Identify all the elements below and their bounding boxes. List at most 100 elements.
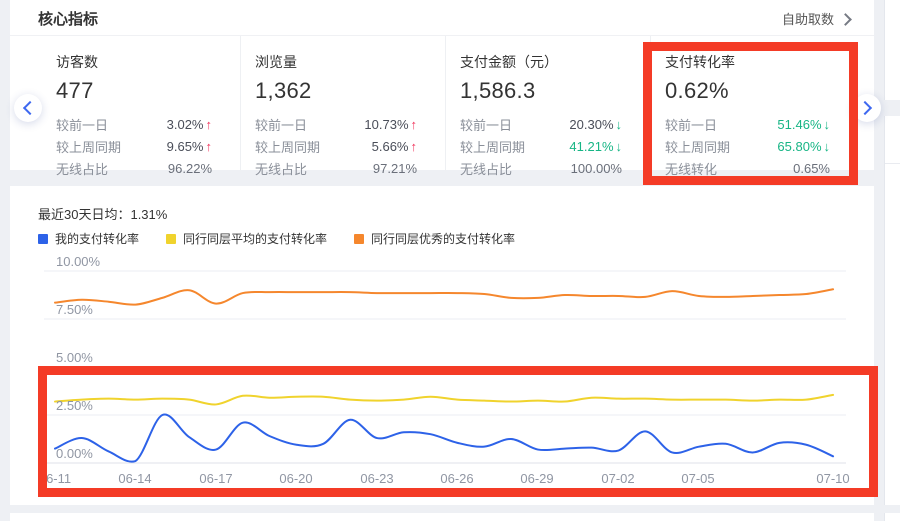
chart-legend: 我的支付转化率 同行同层平均的支付转化率 同行同层优秀的支付转化率: [38, 230, 515, 247]
next-section-sliver: [10, 513, 874, 521]
x-axis-tick: 06-23: [360, 471, 394, 486]
card-row: 无线占比 100.00%: [460, 157, 622, 179]
row-label: 较上周同期: [460, 139, 526, 155]
card-row: 较前一日 51.46% ↓: [665, 113, 830, 135]
line-chart: [44, 270, 846, 464]
trend-up-icon: ↑: [410, 138, 418, 154]
right-gap: [884, 100, 900, 116]
row-label: 较上周同期: [665, 139, 731, 155]
y-axis-tick: 2.50%: [56, 398, 93, 413]
trend-up-icon: ↑: [410, 116, 418, 132]
x-axis-tick: 06-29: [520, 471, 554, 486]
row-value: 65.80%: [777, 138, 822, 154]
trend-down-icon: ↓: [823, 116, 831, 132]
row-value: 3.02%: [166, 116, 204, 132]
metric-card-payment-conversion[interactable]: 支付转化率 0.62% 较前一日 51.46% ↓ 较上周同期 65.80% ↓ 无…: [650, 36, 858, 177]
row-label: 较前一日: [665, 117, 718, 133]
card-title: 访客数: [56, 54, 98, 70]
card-value: 1,362: [255, 78, 312, 103]
chevron-right-icon: [839, 12, 852, 26]
card-title: 浏览量: [255, 54, 297, 70]
row-label: 无线转化: [665, 161, 718, 177]
conversion-trend-panel: 最近30天日均：1.31% 我的支付转化率 同行同层平均的支付转化率 同行同层优…: [10, 186, 874, 505]
row-label: 无线占比: [56, 161, 109, 177]
legend-item-mine[interactable]: 我的支付转化率: [38, 230, 139, 247]
row-value: 41.21%: [569, 138, 614, 154]
carousel-prev-button[interactable]: [14, 94, 42, 122]
card-row: 较上周同期 9.65% ↑: [56, 135, 212, 157]
card-row: 较上周同期 65.80% ↓: [665, 135, 830, 157]
y-axis-tick: 0.00%: [56, 446, 93, 461]
row-value: 10.73%: [364, 116, 409, 132]
card-row: 较上周同期 41.21% ↓: [460, 135, 622, 157]
trend-up-icon: ↑: [205, 116, 213, 132]
row-value: 51.46%: [777, 116, 822, 132]
y-axis-tick: 5.00%: [56, 350, 93, 365]
trend-down-icon: ↓: [615, 138, 623, 154]
legend-swatch-yellow-icon: [166, 233, 177, 244]
row-label: 无线占比: [255, 161, 308, 177]
self-service-data-link[interactable]: 自助取数: [781, 9, 852, 28]
right-divider: [885, 163, 900, 164]
row-label: 较前一日: [460, 117, 513, 133]
trend-down-icon: ↓: [615, 116, 623, 132]
row-value: 9.65%: [166, 138, 204, 154]
row-label: 较前一日: [56, 117, 109, 133]
card-row: 无线占比 96.22%: [56, 157, 212, 179]
chart-average-label: 最近30天日均：1.31%: [38, 207, 168, 222]
y-axis-tick: 7.50%: [56, 302, 93, 317]
carousel-next-button[interactable]: [853, 94, 881, 122]
x-axis-tick: 07-02: [601, 471, 635, 486]
metric-card-pageviews[interactable]: 浏览量 1,362 较前一日 10.73% ↑ 较上周同期 5.66% ↑ 无线占比…: [240, 36, 445, 177]
next-card-peek: [884, 0, 900, 521]
card-row: 无线占比 97.21%: [255, 157, 417, 179]
row-value: 96.22%: [167, 160, 212, 176]
legend-swatch-orange-icon: [354, 233, 365, 244]
metric-cards-row: 访客数 477 较前一日 3.02% ↑ 较上周同期 9.65% ↑ 无线占比 96…: [10, 36, 874, 177]
legend-swatch-blue-icon: [38, 233, 48, 244]
card-value: 0.62%: [665, 78, 729, 103]
chevron-right-icon: [857, 100, 873, 116]
trend-down-icon: ↓: [823, 138, 831, 154]
metric-card-visitors[interactable]: 访客数 477 较前一日 3.02% ↑ 较上周同期 9.65% ↑ 无线占比 96…: [34, 36, 240, 177]
trend-up-icon: ↑: [205, 138, 213, 154]
page-title: 核心指标: [38, 11, 99, 28]
row-label: 较前一日: [255, 117, 308, 133]
row-label: 无线占比: [460, 161, 513, 177]
x-axis-tick: 07-05: [681, 471, 715, 486]
card-row: 较前一日 20.30% ↓: [460, 113, 622, 135]
legend-label: 我的支付转化率: [55, 232, 140, 246]
row-label: 较上周同期: [255, 139, 321, 155]
row-value: 97.21%: [372, 160, 417, 176]
card-row: 较上周同期 5.66% ↑: [255, 135, 417, 157]
legend-item-peer-excellent[interactable]: 同行同层优秀的支付转化率: [354, 230, 515, 247]
card-title: 支付金额（元）: [460, 54, 558, 70]
panel-header: 核心指标 自助取数: [10, 0, 874, 36]
core-metrics-panel: 核心指标 自助取数 访客数 477 较前一日 3.02% ↑ 较上周同期 9.65…: [10, 0, 874, 177]
chevron-left-icon: [22, 100, 38, 116]
legend-label: 同行同层平均的支付转化率: [183, 232, 328, 246]
row-label: 较上周同期: [56, 139, 122, 155]
right-gap: [884, 505, 900, 513]
card-value: 1,586.3: [460, 78, 536, 103]
row-value: 0.65%: [793, 160, 830, 176]
y-axis-tick: 10.00%: [56, 254, 101, 269]
card-row: 较前一日 3.02% ↑: [56, 113, 212, 135]
x-axis-tick: 06-11: [38, 471, 72, 486]
self-service-data-label: 自助取数: [781, 12, 834, 27]
card-title: 支付转化率: [665, 54, 735, 70]
card-row: 无线转化 0.65%: [665, 157, 830, 179]
legend-label: 同行同层优秀的支付转化率: [371, 232, 516, 246]
x-axis-tick: 06-20: [279, 471, 313, 486]
card-row: 较前一日 10.73% ↑: [255, 113, 417, 135]
metric-card-payment-amount[interactable]: 支付金额（元） 1,586.3 较前一日 20.30% ↓ 较上周同期 41.21…: [445, 36, 650, 177]
x-axis-tick: 06-26: [440, 471, 474, 486]
card-value: 477: [56, 78, 94, 103]
x-axis-tick: 06-14: [118, 471, 152, 486]
row-value: 20.30%: [569, 116, 614, 132]
row-value: 5.66%: [371, 138, 409, 154]
x-axis-tick: 07-10: [816, 471, 850, 486]
legend-item-peer-average[interactable]: 同行同层平均的支付转化率: [166, 230, 327, 247]
x-axis-tick: 06-17: [199, 471, 233, 486]
row-value: 100.00%: [570, 160, 622, 176]
